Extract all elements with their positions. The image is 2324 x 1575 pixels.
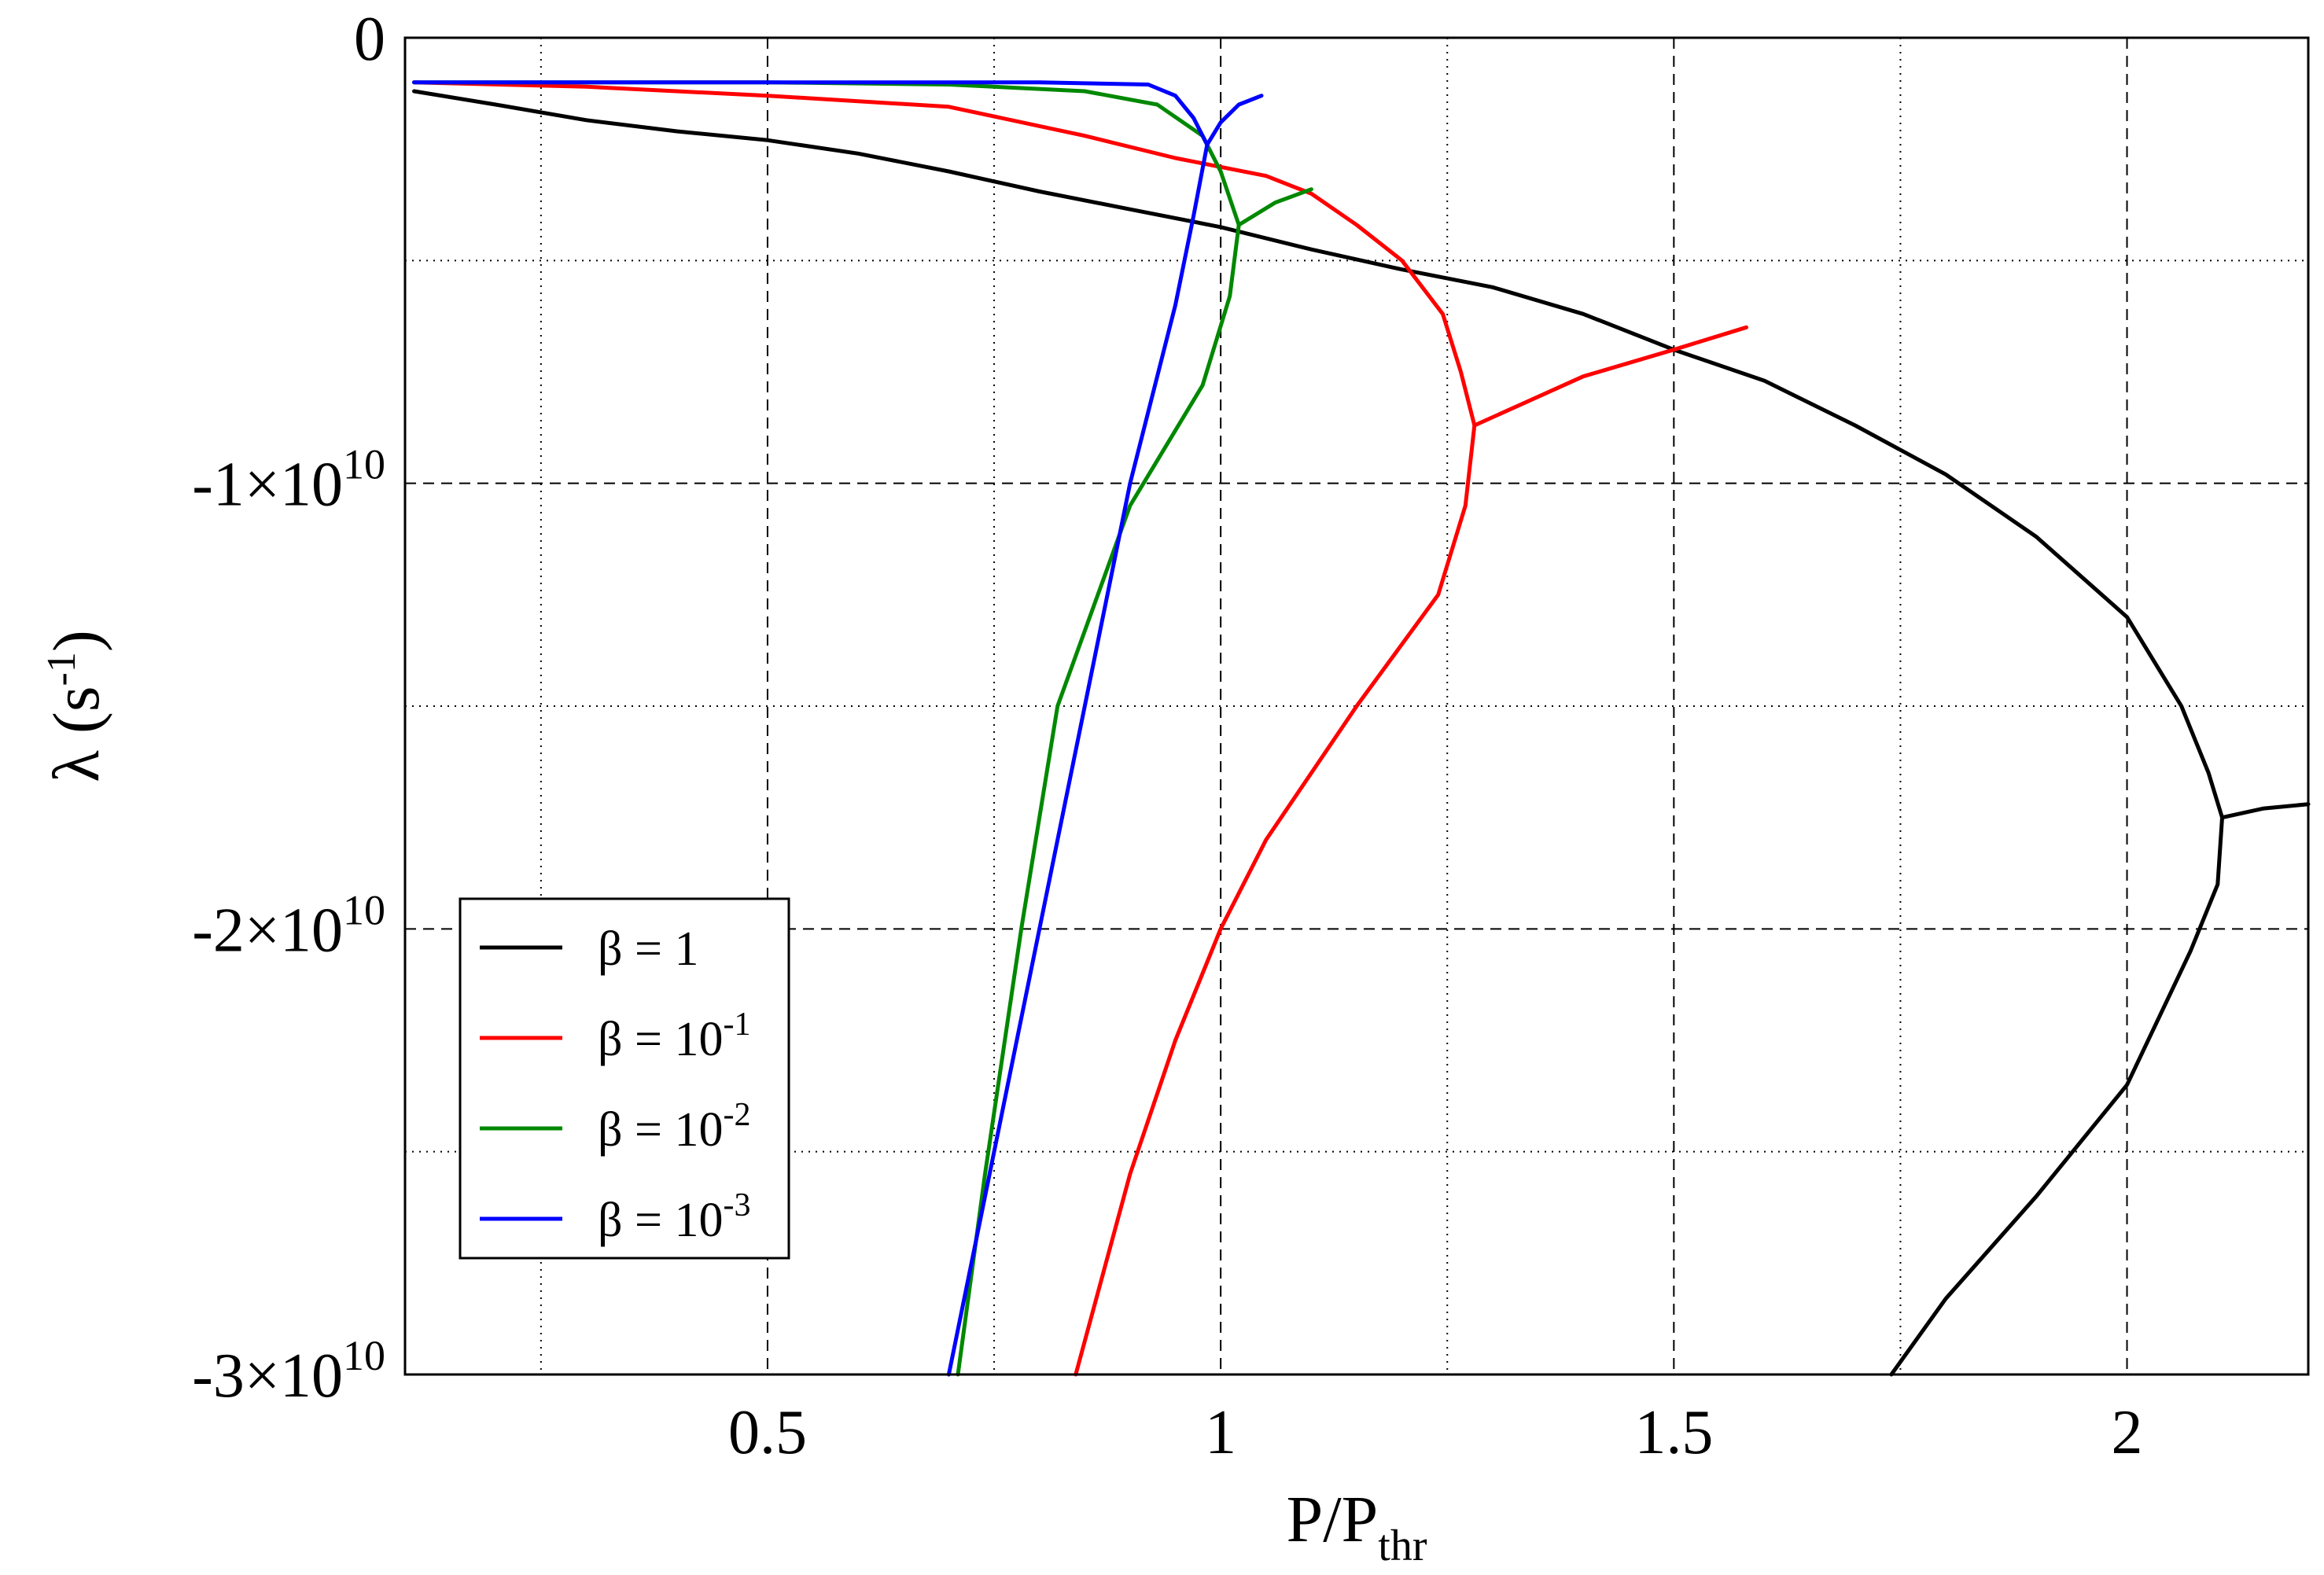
y-tick-label: -1×1010	[192, 441, 385, 520]
series-2-line-2	[1472, 325, 1748, 428]
y-tick-mantissa: 0	[354, 5, 385, 74]
x-tick-label: 1	[1205, 1398, 1236, 1467]
y-tick-exponent: 10	[343, 886, 385, 933]
y-tick-mantissa: -1×10	[192, 451, 343, 520]
legend-label-main: β = 1	[598, 922, 699, 976]
y-axis-label-close: )	[40, 630, 113, 652]
tick-labels: 0.5 1 1.5 20-1×1010-2×1010-3×1010	[192, 5, 2142, 1467]
y-tick-mantissa: -2×10	[192, 896, 343, 965]
series-1-line-2	[2220, 802, 2311, 820]
series-3-line-2	[1236, 187, 1313, 227]
y-tick-exponent: 10	[343, 441, 385, 488]
legend-label-exponent: -1	[724, 1006, 751, 1043]
legend-label-2: β = 10-1	[598, 1006, 751, 1066]
legend-box	[459, 897, 790, 1260]
y-tick-label: -2×1010	[192, 886, 385, 965]
x-tick-label: 0.5	[728, 1398, 807, 1467]
legend-label-3: β = 10-2	[598, 1097, 751, 1157]
y-axis-label-main: λ (s	[40, 686, 113, 782]
y-tick-mantissa: -3×10	[192, 1341, 343, 1411]
x-tick-label: 2	[2112, 1398, 2143, 1467]
y-tick-label: -3×1010	[192, 1332, 385, 1411]
y-tick-label: 0	[354, 5, 385, 74]
series-2-line-1	[412, 80, 1477, 1377]
legend-label-1: β = 1	[598, 922, 699, 976]
legend-label-4: β = 10-3	[598, 1187, 751, 1247]
legend-label-main: β = 10	[598, 1194, 724, 1247]
x-axis-label-sub: thr	[1378, 1522, 1427, 1570]
y-axis-label-sup: -1	[39, 652, 84, 686]
x-tick-label: 1.5	[1634, 1398, 1713, 1467]
legend-label-main: β = 10	[598, 1013, 724, 1066]
legend: β = 1β = 10-1β = 10-2β = 10-3	[459, 897, 790, 1260]
plot-frame	[403, 36, 2310, 1376]
series-layer	[412, 80, 2311, 1377]
y-axis-label: λ (s-1)	[39, 630, 113, 782]
series-4-line-1	[412, 80, 1210, 1377]
x-axis-label-main: P/P	[1287, 1483, 1379, 1556]
legend-label-exponent: -2	[724, 1097, 751, 1133]
y-tick-exponent: 10	[343, 1332, 385, 1379]
x-axis-label: P/Pthr	[1287, 1483, 1427, 1570]
series-4-line-2	[1205, 94, 1264, 147]
legend-label-exponent: -3	[724, 1187, 751, 1224]
legend-label-main: β = 10	[598, 1103, 724, 1157]
